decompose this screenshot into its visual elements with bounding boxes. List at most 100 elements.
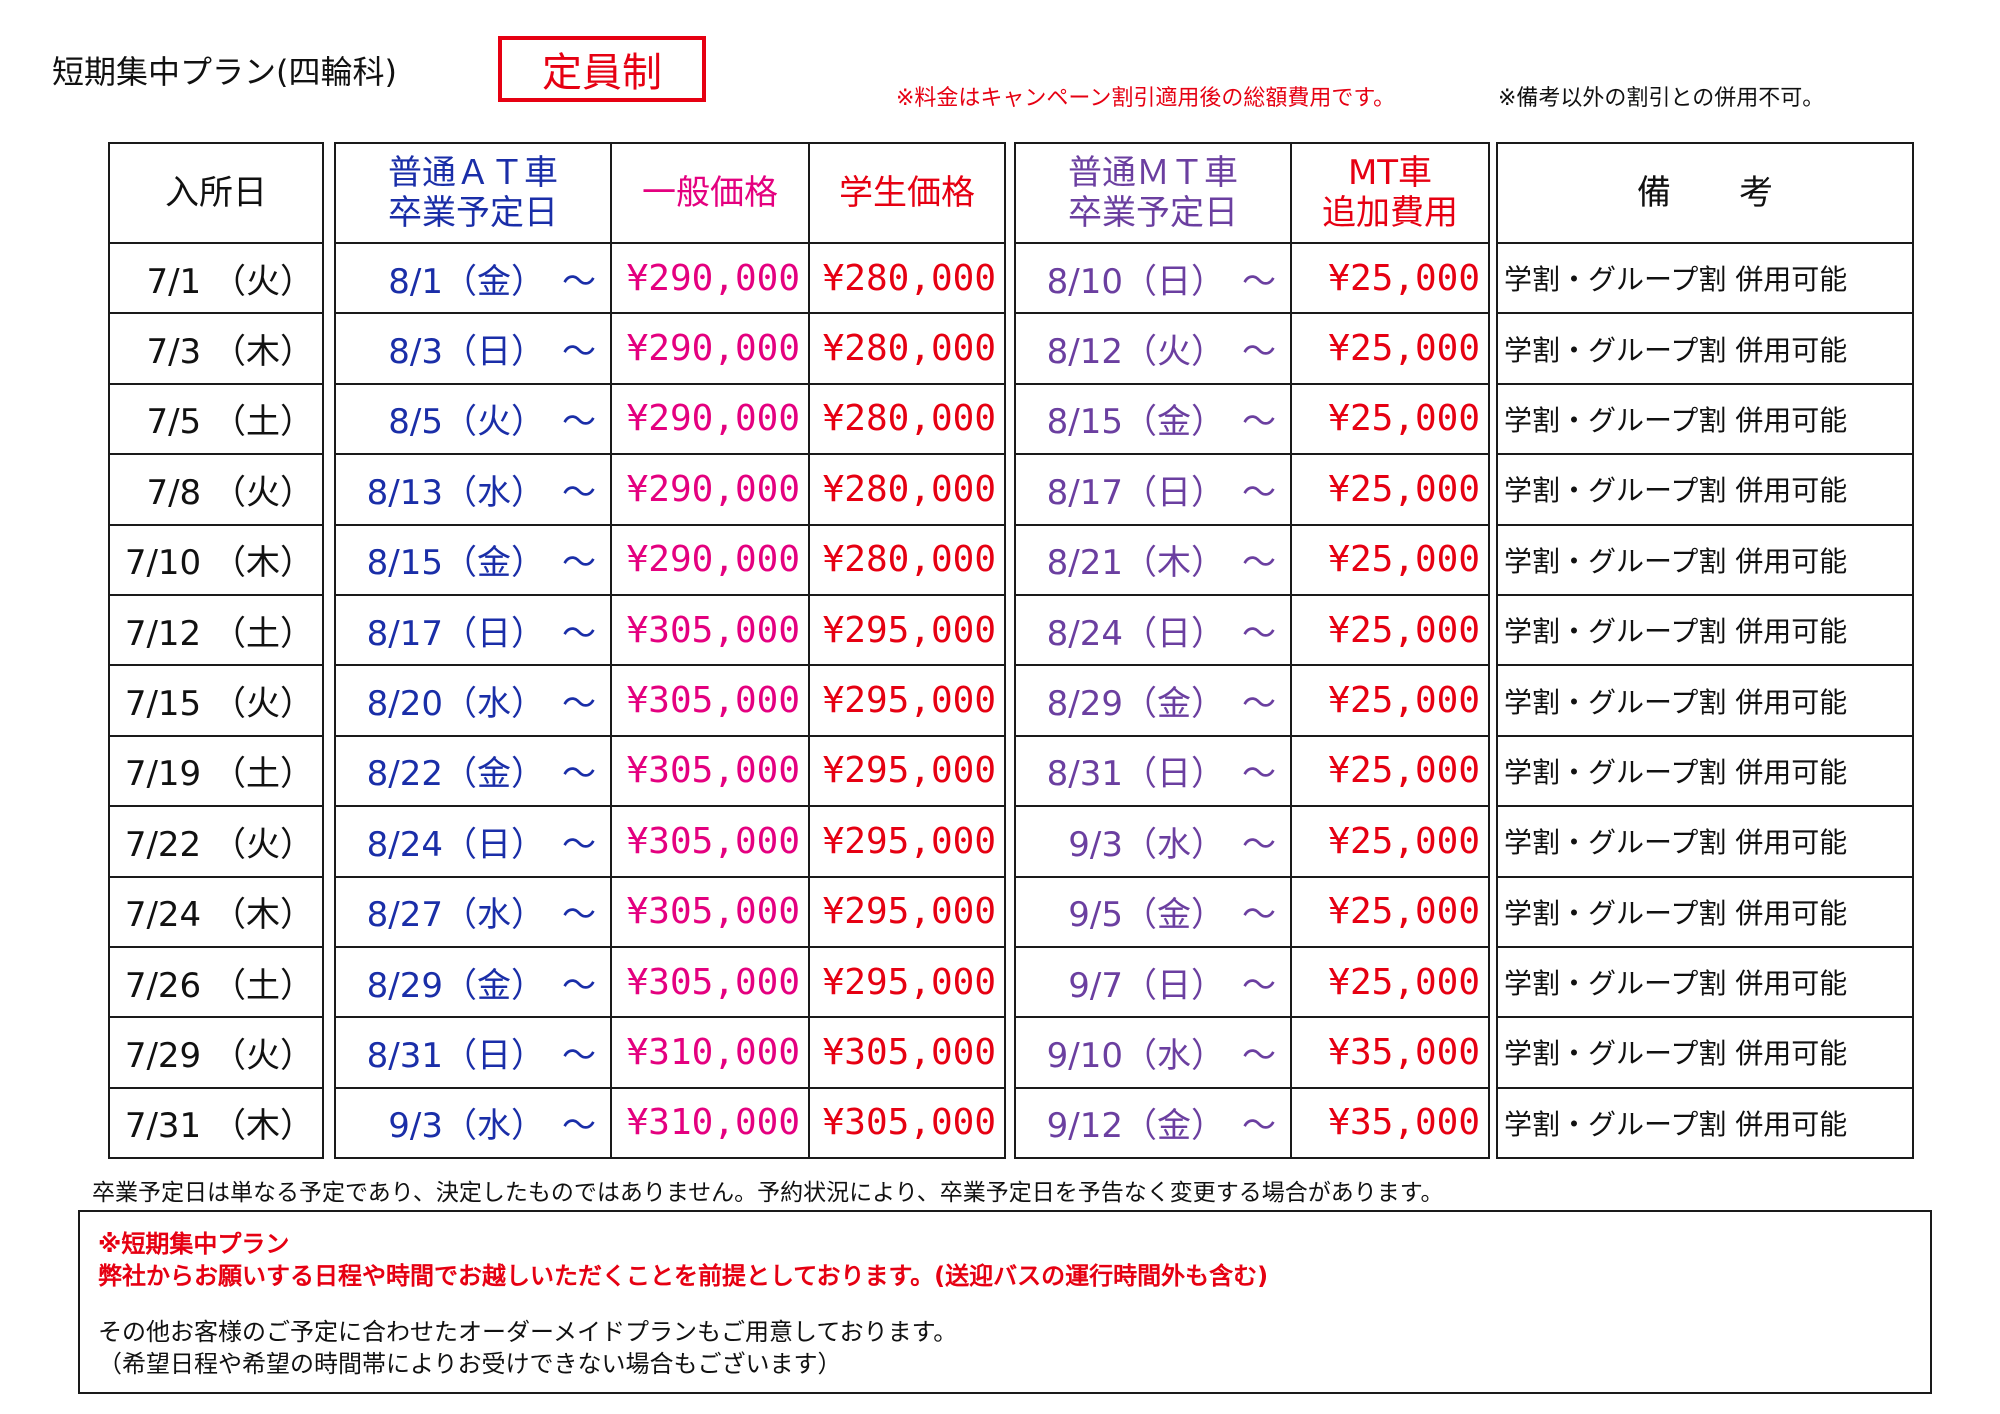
remarks-cell: 学割・グループ割 併用可能 (1496, 945, 1914, 1019)
header-student-price: 学生価格 (808, 142, 1006, 244)
remarks-cell: 学割・グループ割 併用可能 (1496, 593, 1914, 667)
mt-fee-cell: ¥35,000 (1290, 1086, 1490, 1160)
mt-grad-cell: 8/17（日） ～ (1014, 453, 1292, 526)
table-row: 8/22（金） ～ ¥305,000 ¥295,000 (334, 734, 1006, 808)
remarks-cell: 学割・グループ割 併用可能 (1496, 382, 1914, 456)
table-row: 学割・グループ割 併用可能 (1496, 312, 1914, 385)
table-row: 学割・グループ割 併用可能 (1496, 875, 1914, 948)
mt-fee-cell: ¥25,000 (1290, 664, 1490, 737)
table-row: 8/29（金） ～ ¥305,000 ¥295,000 (334, 945, 1006, 1019)
mt-table: 普通ＭＴ車 卒業予定日 MT車 追加費用 8/10（日） ～ ¥25,000 8/1… (1014, 142, 1490, 1160)
mt-grad-cell: 9/7（日） ～ (1014, 945, 1292, 1019)
at-price-table: 普通ＡＴ車 卒業予定日 一般価格 学生価格 8/1（金） ～ ¥290,000 ¥2… (334, 142, 1006, 1160)
entry-date-cell: 7/8 （火） (108, 453, 324, 526)
header-at-grad: 普通ＡＴ車 卒業予定日 (334, 142, 612, 244)
general-price-cell: ¥290,000 (610, 241, 810, 315)
remarks-cell: 学割・グループ割 併用可能 (1496, 805, 1914, 878)
mt-grad-cell: 9/3（水） ～ (1014, 805, 1292, 878)
remarks-cell: 学割・グループ割 併用可能 (1496, 734, 1914, 808)
student-price-cell: ¥295,000 (808, 805, 1006, 878)
at-grad-cell: 8/5（火） ～ (334, 382, 612, 456)
capacity-badge: 定員制 (498, 36, 706, 102)
table-row: 学割・グループ割 併用可能 (1496, 734, 1914, 808)
student-price-cell: ¥280,000 (808, 453, 1006, 526)
header-mt-fee: MT車 追加費用 (1290, 142, 1490, 244)
entry-date-cell: 7/22 （火） (108, 805, 324, 878)
remarks-cell: 学割・グループ割 併用可能 (1496, 312, 1914, 385)
header-mt-fee-line2: 追加費用 (1322, 193, 1458, 233)
entry-date-cell: 7/3 （木） (108, 312, 324, 385)
header-mt-line1: 普通ＭＴ車 (1068, 153, 1238, 193)
general-price-cell: ¥305,000 (610, 945, 810, 1019)
student-price-cell: ¥280,000 (808, 382, 1006, 456)
at-grad-cell: 8/22（金） ～ (334, 734, 612, 808)
entry-date-cell: 7/31 （木） (108, 1086, 324, 1160)
student-price-cell: ¥305,000 (808, 1016, 1006, 1089)
mt-fee-cell: ¥35,000 (1290, 1016, 1490, 1089)
remarks-cell: 学割・グループ割 併用可能 (1496, 453, 1914, 526)
mt-grad-cell: 8/31（日） ～ (1014, 734, 1292, 808)
general-price-cell: ¥305,000 (610, 875, 810, 948)
at-grad-cell: 8/1（金） ～ (334, 241, 612, 315)
notice-line2: （希望日程や希望の時間帯によりお受けできない場合もございます） (98, 1350, 842, 1378)
at-grad-cell: 8/27（水） ～ (334, 875, 612, 948)
student-price-cell: ¥295,000 (808, 734, 1006, 808)
table-row: 7/24 （木） (108, 875, 324, 948)
table-row: 8/17（日） ～ ¥25,000 (1014, 453, 1490, 526)
table-row: 学割・グループ割 併用可能 (1496, 593, 1914, 667)
entry-date-cell: 7/19 （土） (108, 734, 324, 808)
header-mt-line2: 卒業予定日 (1068, 193, 1238, 233)
table-row: 7/5 （土） (108, 382, 324, 456)
general-price-cell: ¥310,000 (610, 1016, 810, 1089)
remarks-cell: 学割・グループ割 併用可能 (1496, 875, 1914, 948)
student-price-cell: ¥280,000 (808, 523, 1006, 596)
table-row: 7/22 （火） (108, 805, 324, 878)
at-grad-cell: 8/31（日） ～ (334, 1016, 612, 1089)
table-row: 8/10（日） ～ ¥25,000 (1014, 241, 1490, 315)
table-row: 8/17（日） ～ ¥305,000 ¥295,000 (334, 593, 1006, 667)
notice-line1: その他お客様のご予定に合わせたオーダーメイドプランもご用意しております。 (98, 1318, 958, 1346)
table-row: 8/21（木） ～ ¥25,000 (1014, 523, 1490, 596)
mt-fee-cell: ¥25,000 (1290, 241, 1490, 315)
mt-fee-cell: ¥25,000 (1290, 805, 1490, 878)
table-row: 9/3（水） ～ ¥310,000 ¥305,000 (334, 1086, 1006, 1160)
entry-date-cell: 7/15 （火） (108, 664, 324, 737)
table-row: 9/5（金） ～ ¥25,000 (1014, 875, 1490, 948)
mt-grad-cell: 9/10（水） ～ (1014, 1016, 1292, 1089)
table-row: 7/26 （土） (108, 945, 324, 1019)
student-price-cell: ¥295,000 (808, 875, 1006, 948)
table-row: 9/10（水） ～ ¥35,000 (1014, 1016, 1490, 1089)
remarks-table: 備 考 学割・グループ割 併用可能 学割・グループ割 併用可能 学割・グループ割 併… (1496, 142, 1914, 1160)
table-row: 8/29（金） ～ ¥25,000 (1014, 664, 1490, 737)
header-at-line2: 卒業予定日 (388, 193, 558, 233)
general-price-cell: ¥305,000 (610, 805, 810, 878)
table-row: 8/1（金） ～ ¥290,000 ¥280,000 (334, 241, 1006, 315)
header-entry: 入所日 (108, 142, 324, 244)
mt-fee-cell: ¥25,000 (1290, 734, 1490, 808)
mt-grad-cell: 8/10（日） ～ (1014, 241, 1292, 315)
mt-fee-cell: ¥25,000 (1290, 312, 1490, 385)
table-row: 7/12 （土） (108, 593, 324, 667)
table-row: 学割・グループ割 併用可能 (1496, 241, 1914, 315)
general-price-cell: ¥290,000 (610, 523, 810, 596)
entry-date-cell: 7/1 （火） (108, 241, 324, 315)
general-price-cell: ¥310,000 (610, 1086, 810, 1160)
plan-notice-box: ※短期集中プラン 弊社からお願いする日程や時間でお越しいただくことを前提としてお… (78, 1210, 1932, 1394)
table-row: 8/31（日） ～ ¥25,000 (1014, 734, 1490, 808)
header-remarks: 備 考 (1496, 142, 1914, 244)
mt-fee-cell: ¥25,000 (1290, 523, 1490, 596)
discount-note: ※備考以外の割引との併用不可。 (1498, 86, 1825, 111)
table-row: 8/20（水） ～ ¥305,000 ¥295,000 (334, 664, 1006, 737)
table-row: 7/31 （木） (108, 1086, 324, 1160)
price-note: ※料金はキャンペーン割引適用後の総額費用です。 (896, 86, 1396, 111)
table-row: 7/10 （木） (108, 523, 324, 596)
at-grad-cell: 8/15（金） ～ (334, 523, 612, 596)
at-grad-cell: 8/24（日） ～ (334, 805, 612, 878)
table-row: 7/29 （火） (108, 1016, 324, 1089)
remarks-cell: 学割・グループ割 併用可能 (1496, 1086, 1914, 1160)
general-price-cell: ¥305,000 (610, 664, 810, 737)
mt-grad-cell: 8/29（金） ～ (1014, 664, 1292, 737)
entry-table: 入所日 7/1 （火） 7/3 （木） 7/5 （土） 7/8 （火） 7/10 （木）… (108, 142, 324, 1160)
general-price-cell: ¥305,000 (610, 734, 810, 808)
remarks-cell: 学割・グループ割 併用可能 (1496, 1016, 1914, 1089)
